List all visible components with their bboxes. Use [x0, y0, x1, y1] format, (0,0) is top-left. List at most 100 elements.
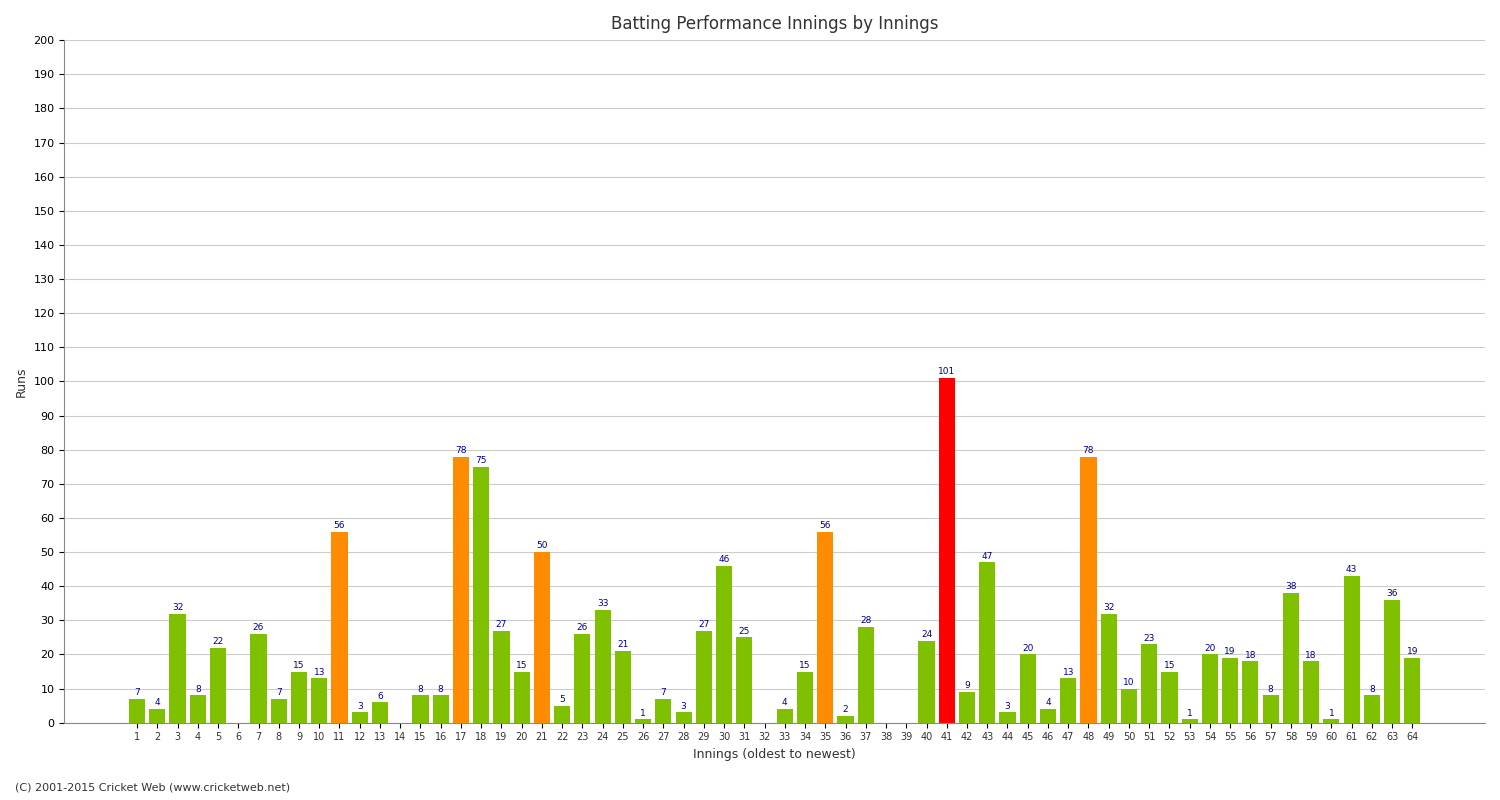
Text: 13: 13	[1062, 668, 1074, 677]
Bar	[534, 552, 550, 722]
Text: 56: 56	[819, 521, 831, 530]
Text: 21: 21	[616, 640, 628, 650]
Bar	[413, 695, 429, 722]
Text: 10: 10	[1124, 678, 1134, 687]
Text: 4: 4	[154, 698, 160, 707]
Text: 6: 6	[376, 691, 382, 701]
Text: 8: 8	[438, 685, 444, 694]
Bar	[1040, 709, 1056, 722]
Text: 5: 5	[560, 695, 566, 704]
Text: 4: 4	[1046, 698, 1052, 707]
Bar	[453, 457, 470, 722]
Bar	[999, 713, 1016, 722]
Bar	[777, 709, 794, 722]
Text: 7: 7	[134, 688, 140, 697]
Text: 19: 19	[1224, 647, 1236, 656]
Text: 15: 15	[516, 661, 528, 670]
Bar	[432, 695, 448, 722]
Text: 7: 7	[276, 688, 282, 697]
Bar	[1202, 654, 1218, 722]
Bar	[675, 713, 692, 722]
Bar	[372, 702, 388, 722]
Bar	[1242, 662, 1258, 722]
Bar	[554, 706, 570, 722]
Text: 25: 25	[738, 626, 750, 636]
Bar	[796, 671, 813, 722]
Text: 33: 33	[597, 599, 609, 608]
Text: 22: 22	[213, 637, 223, 646]
Bar	[818, 531, 834, 722]
Text: 26: 26	[576, 623, 588, 632]
Bar	[251, 634, 267, 722]
Text: 3: 3	[1005, 702, 1011, 710]
Text: 32: 32	[172, 602, 183, 612]
Text: 19: 19	[1407, 647, 1418, 656]
Text: 26: 26	[254, 623, 264, 632]
Title: Batting Performance Innings by Innings: Batting Performance Innings by Innings	[610, 15, 939, 33]
Bar	[696, 630, 712, 722]
Bar	[270, 699, 286, 722]
Text: 43: 43	[1346, 566, 1358, 574]
X-axis label: Innings (oldest to newest): Innings (oldest to newest)	[693, 748, 856, 761]
Bar	[615, 651, 632, 722]
Text: 18: 18	[1305, 650, 1317, 659]
Bar	[634, 719, 651, 722]
Bar	[1384, 600, 1400, 722]
Bar	[129, 699, 146, 722]
Text: 13: 13	[314, 668, 326, 677]
Bar	[291, 671, 308, 722]
Text: (C) 2001-2015 Cricket Web (www.cricketweb.net): (C) 2001-2015 Cricket Web (www.cricketwe…	[15, 782, 290, 792]
Bar	[1080, 457, 1096, 722]
Text: 20: 20	[1204, 644, 1215, 653]
Text: 28: 28	[859, 617, 871, 626]
Bar	[939, 378, 956, 722]
Text: 1: 1	[1329, 709, 1334, 718]
Bar	[148, 709, 165, 722]
Bar	[980, 562, 996, 722]
Bar	[918, 641, 934, 722]
Bar	[736, 638, 753, 722]
Bar	[858, 627, 874, 722]
Text: 20: 20	[1022, 644, 1034, 653]
Bar	[1282, 593, 1299, 722]
Text: 18: 18	[1245, 650, 1256, 659]
Text: 9: 9	[964, 682, 970, 690]
Bar	[837, 716, 854, 722]
Bar	[1263, 695, 1278, 722]
Bar	[332, 531, 348, 722]
Text: 27: 27	[698, 620, 709, 629]
Bar	[513, 671, 529, 722]
Text: 75: 75	[476, 456, 488, 465]
Bar	[170, 614, 186, 722]
Text: 15: 15	[800, 661, 812, 670]
Bar	[716, 566, 732, 722]
Text: 1: 1	[640, 709, 646, 718]
Bar	[1323, 719, 1340, 722]
Bar	[574, 634, 591, 722]
Text: 78: 78	[1083, 446, 1094, 454]
Text: 8: 8	[1268, 685, 1274, 694]
Bar	[1404, 658, 1420, 722]
Bar	[1222, 658, 1238, 722]
Y-axis label: Runs: Runs	[15, 366, 28, 397]
Text: 8: 8	[417, 685, 423, 694]
Bar	[958, 692, 975, 722]
Bar	[210, 648, 226, 722]
Bar	[1120, 689, 1137, 722]
Text: 101: 101	[938, 367, 956, 376]
Bar	[1020, 654, 1036, 722]
Text: 50: 50	[536, 542, 548, 550]
Text: 3: 3	[357, 702, 363, 710]
Text: 32: 32	[1102, 602, 1114, 612]
Text: 2: 2	[843, 705, 849, 714]
Text: 15: 15	[1164, 661, 1174, 670]
Text: 8: 8	[1370, 685, 1374, 694]
Bar	[1101, 614, 1118, 722]
Text: 38: 38	[1286, 582, 1296, 591]
Text: 47: 47	[981, 552, 993, 561]
Text: 3: 3	[681, 702, 687, 710]
Bar	[1161, 671, 1178, 722]
Text: 78: 78	[454, 446, 466, 454]
Text: 23: 23	[1143, 634, 1155, 642]
Bar	[656, 699, 672, 722]
